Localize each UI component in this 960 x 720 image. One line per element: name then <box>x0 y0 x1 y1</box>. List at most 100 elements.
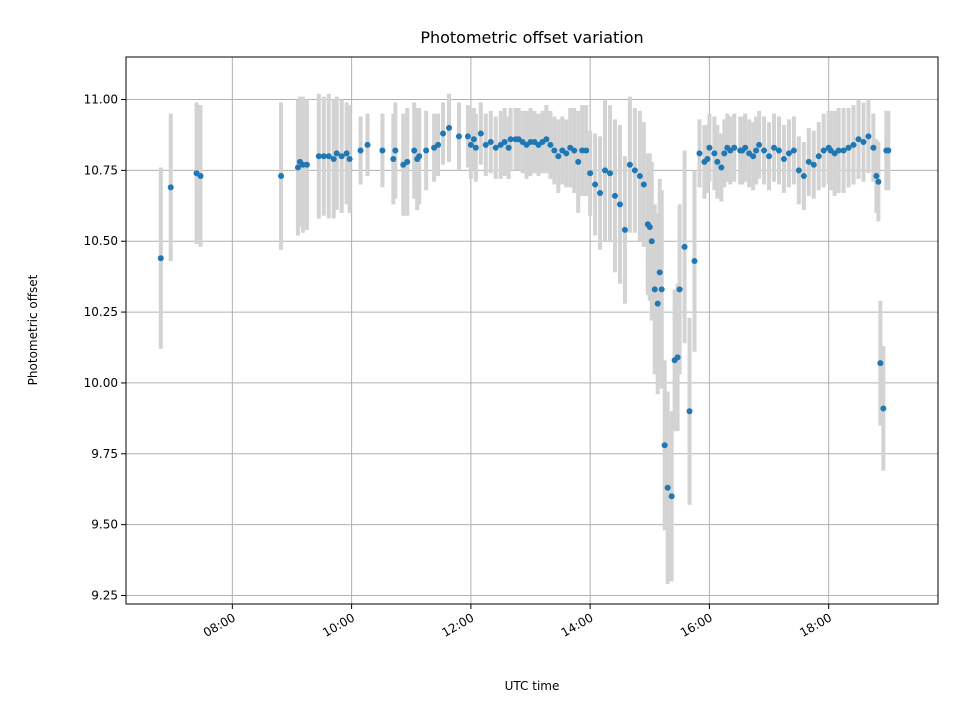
data-point <box>640 181 647 188</box>
data-point <box>505 144 512 151</box>
data-point <box>668 493 675 500</box>
data-point <box>880 405 887 412</box>
data-point <box>157 255 164 262</box>
data-point <box>477 130 484 137</box>
data-point <box>507 136 514 143</box>
data-point <box>775 147 782 154</box>
data-point <box>357 147 364 154</box>
data-point <box>845 144 852 151</box>
data-point <box>780 156 787 163</box>
data-point <box>875 178 882 185</box>
data-point <box>575 158 582 165</box>
data-point <box>464 133 471 140</box>
data-point <box>835 147 842 154</box>
data-point <box>766 153 773 160</box>
chart-title: Photometric offset variation <box>420 28 643 47</box>
data-point <box>800 173 807 180</box>
data-point <box>611 192 618 199</box>
data-point <box>320 153 327 160</box>
data-point <box>325 153 332 160</box>
data-point <box>338 153 345 160</box>
data-point <box>681 243 688 250</box>
data-point <box>674 354 681 361</box>
data-point <box>771 144 778 151</box>
data-point <box>865 133 872 140</box>
y-tick-label: 11.00 <box>84 93 118 107</box>
data-point <box>467 141 474 148</box>
data-point <box>592 181 599 188</box>
data-point <box>855 136 862 143</box>
data-point <box>646 224 653 231</box>
data-point <box>597 190 604 197</box>
data-point <box>294 164 301 171</box>
data-point <box>714 158 721 165</box>
data-point <box>664 484 671 491</box>
data-point <box>472 144 479 151</box>
data-point <box>721 150 728 157</box>
data-point <box>820 147 827 154</box>
y-tick-label: 10.25 <box>84 305 118 319</box>
y-axis-label: Photometric offset <box>26 274 40 385</box>
data-point <box>795 167 802 174</box>
data-point <box>860 139 867 146</box>
data-point <box>343 150 350 157</box>
data-point <box>390 156 397 163</box>
data-point <box>330 156 337 163</box>
data-point <box>607 170 614 177</box>
data-point <box>686 408 693 415</box>
data-point <box>602 167 609 174</box>
data-point <box>877 360 884 367</box>
data-point <box>651 286 658 293</box>
data-point <box>197 173 204 180</box>
data-point <box>379 147 386 154</box>
data-point <box>873 173 880 180</box>
plot-frame <box>125 56 939 605</box>
data-point <box>404 158 411 165</box>
data-point <box>392 147 399 154</box>
y-tick-label: 9.50 <box>91 518 118 532</box>
data-point <box>167 184 174 191</box>
data-point <box>435 141 442 148</box>
data-point <box>446 124 453 131</box>
data-point <box>547 141 554 148</box>
data-point <box>750 153 757 160</box>
data-point <box>636 173 643 180</box>
x-axis-label: UTC time <box>505 679 560 693</box>
y-tick-label: 9.25 <box>91 588 118 602</box>
data-point <box>761 147 768 154</box>
y-tick-label: 10.50 <box>84 234 118 248</box>
data-point <box>303 161 310 168</box>
data-point <box>587 170 594 177</box>
data-point <box>416 153 423 160</box>
y-tick-label: 10.00 <box>84 376 118 390</box>
data-point <box>543 136 550 143</box>
data-point <box>840 147 847 154</box>
data-point <box>656 269 663 276</box>
data-point <box>482 141 489 148</box>
data-points <box>157 124 892 500</box>
data-point <box>621 226 628 233</box>
data-point <box>492 144 499 151</box>
data-point <box>815 153 822 160</box>
data-point <box>805 158 812 165</box>
y-tick-label: 9.75 <box>91 447 118 461</box>
data-point <box>850 141 857 148</box>
data-point <box>563 150 570 157</box>
data-point <box>583 147 590 154</box>
data-point <box>631 167 638 174</box>
data-point <box>551 147 558 154</box>
data-point <box>364 141 371 148</box>
data-point <box>661 442 668 449</box>
data-point <box>455 133 462 140</box>
data-point <box>753 147 760 154</box>
data-point <box>487 139 494 146</box>
data-point <box>718 164 725 171</box>
data-point <box>711 150 718 157</box>
data-point <box>658 286 665 293</box>
data-point <box>742 144 749 151</box>
data-point <box>423 147 430 154</box>
data-point <box>501 139 508 146</box>
data-point <box>676 286 683 293</box>
y-axis-ticks: 9.25 9.50 9.75 10.00 10.25 10.50 10.75 11.00 <box>84 93 126 602</box>
